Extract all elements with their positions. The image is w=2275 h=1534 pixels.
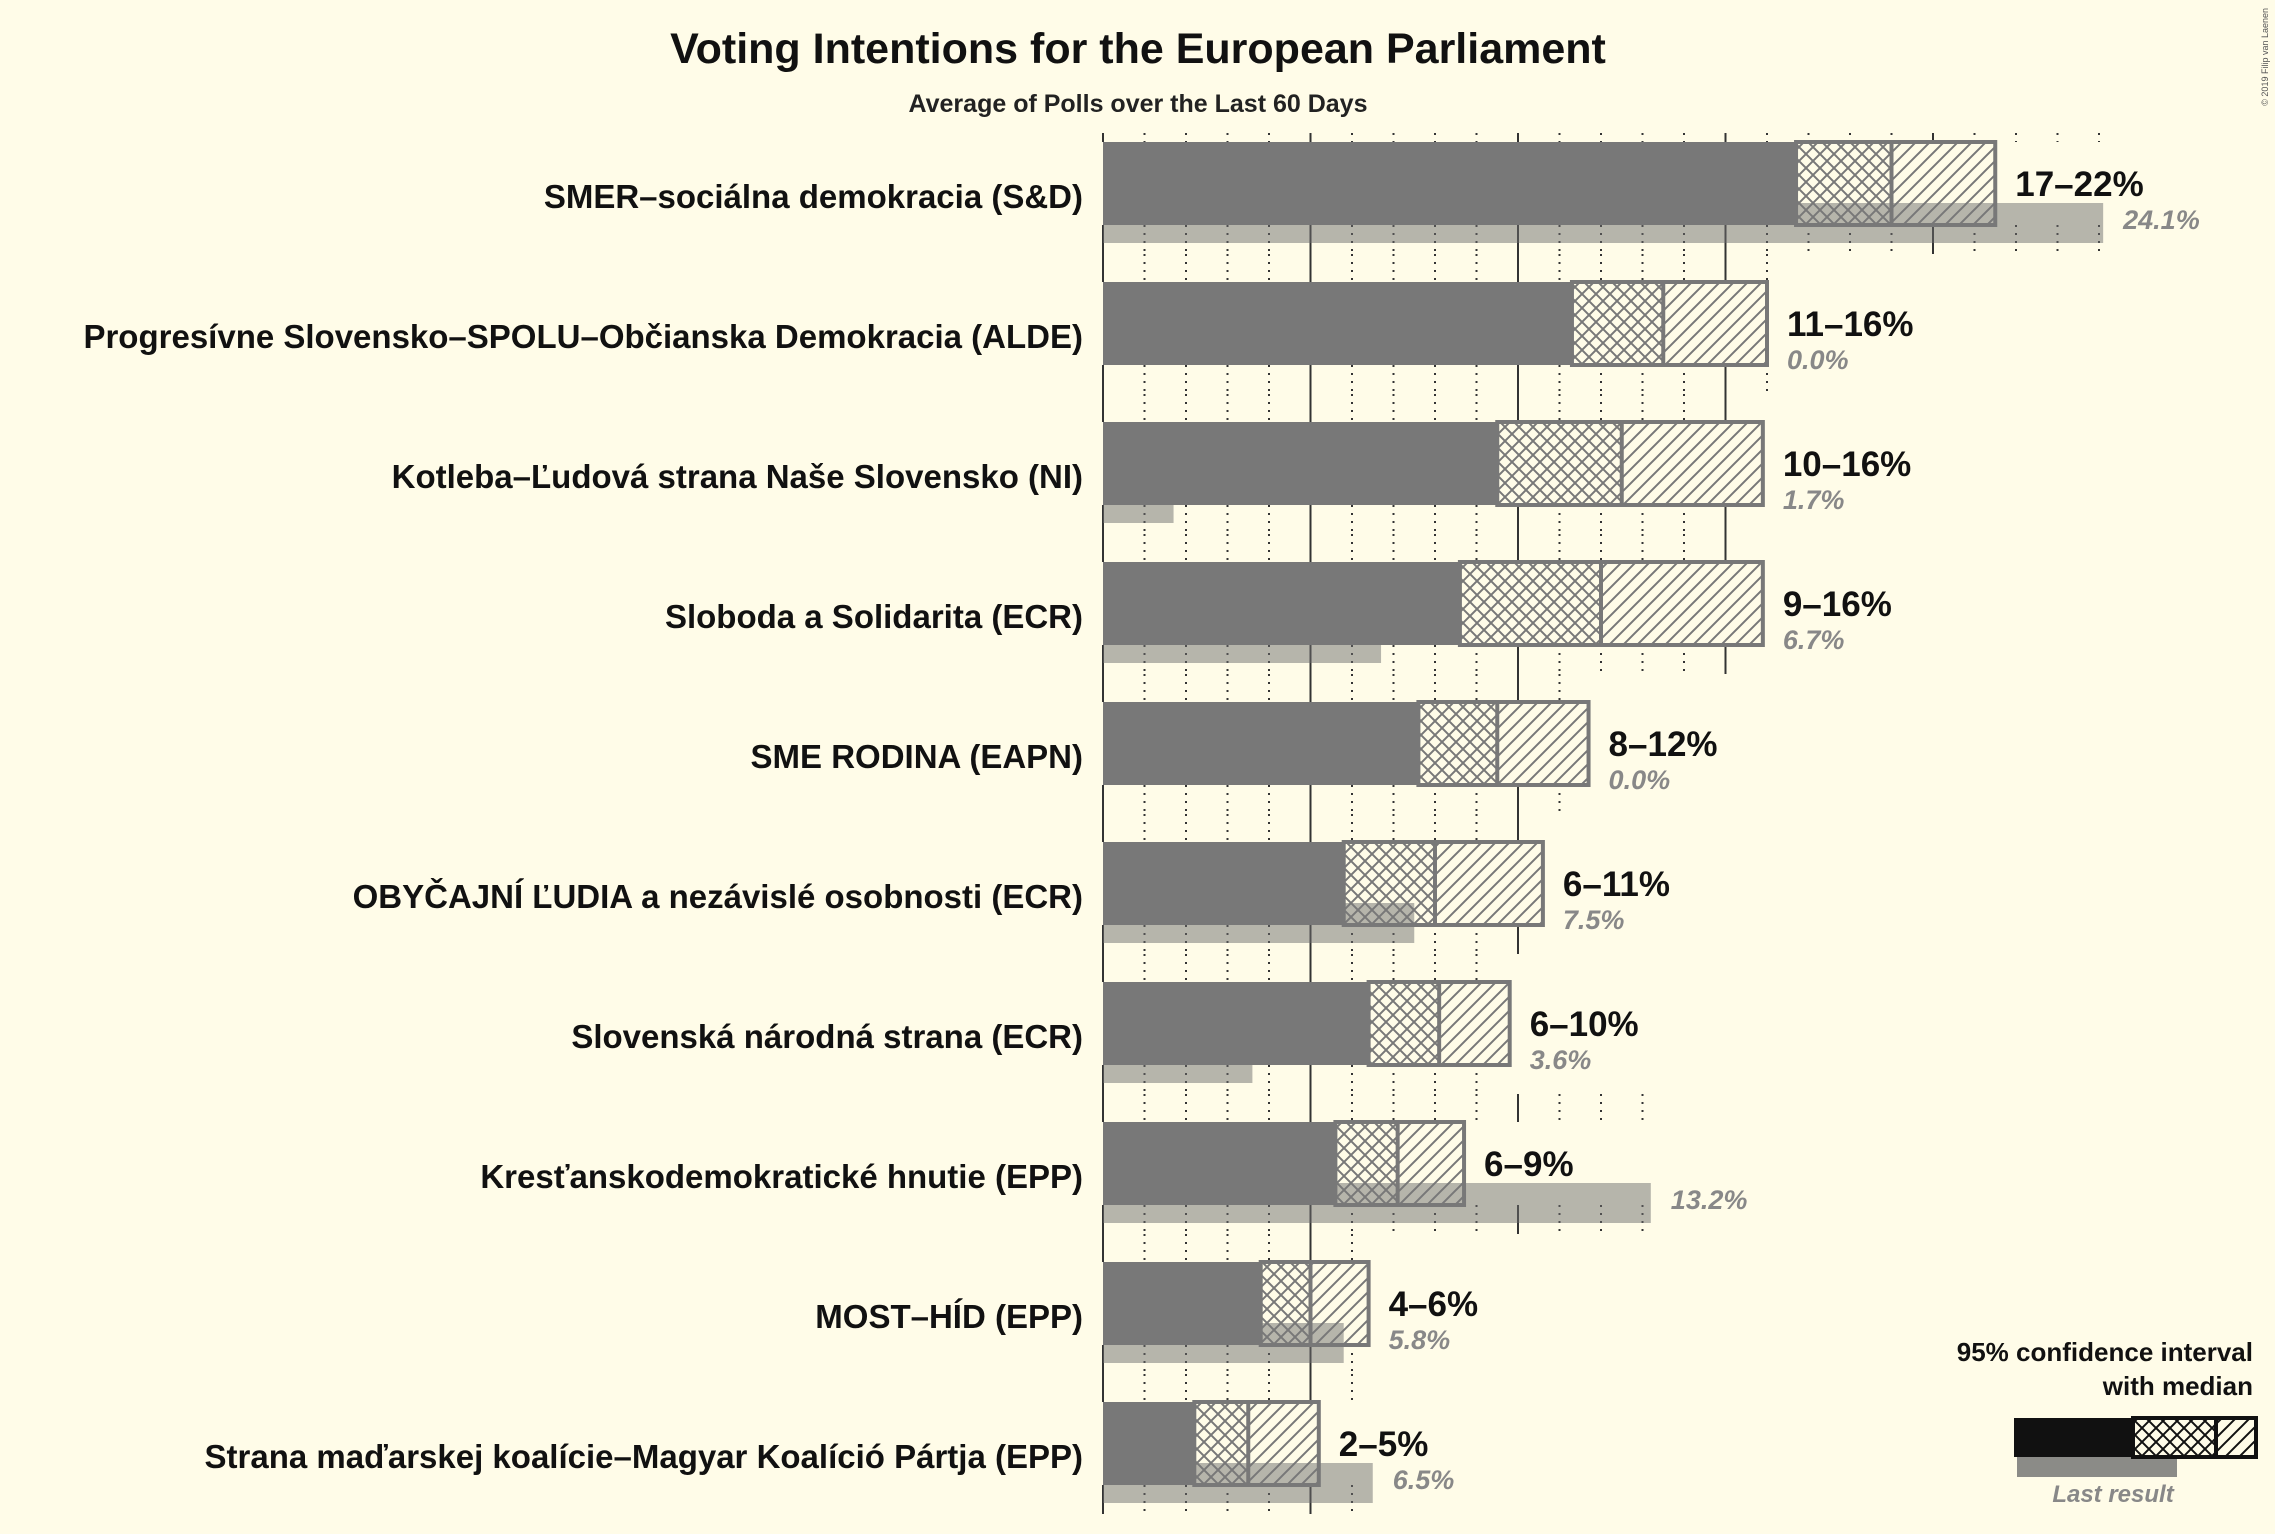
ci-range-label: 11–16% xyxy=(1787,305,1914,344)
ci-range-label: 10–16% xyxy=(1783,445,1911,484)
ci-upper-half-hatch xyxy=(1621,422,1763,505)
chart-subtitle: Average of Polls over the Last 60 Days xyxy=(909,90,1368,118)
ci-lower-bound-bar xyxy=(1103,562,1460,645)
ci-upper-half-hatch xyxy=(1310,1262,1369,1345)
party-label: Slovenská národná strana (ECR) xyxy=(571,1018,1083,1055)
last-result-label: 24.1% xyxy=(2122,205,2200,235)
last-result-label: 6.7% xyxy=(1783,625,1845,655)
confidence-interval-bars xyxy=(1103,140,1998,1487)
chart-title: Voting Intentions for the European Parli… xyxy=(670,25,1606,73)
ci-outline xyxy=(1192,1400,1321,1487)
last-result-label: 0.0% xyxy=(1609,765,1671,795)
ci-range-label: 4–6% xyxy=(1389,1285,1479,1324)
ci-range-label: 17–22% xyxy=(2015,165,2143,204)
ci-upper-half-hatch xyxy=(1439,982,1510,1065)
ci-lower-half-crosshatch xyxy=(1418,702,1498,785)
ci-lower-half-crosshatch xyxy=(1497,422,1622,505)
ci-upper-half-hatch xyxy=(1435,842,1543,925)
ci-lower-bound-bar xyxy=(1103,982,1369,1065)
party-label: Kresťanskodemokratické hnutie (EPP) xyxy=(480,1158,1083,1195)
party-label: OBYČAJNÍ ĽUDIA a nezávislé osobnosti (EC… xyxy=(353,877,1083,915)
ci-lower-half-crosshatch xyxy=(1343,842,1435,925)
ci-outline xyxy=(1333,1120,1467,1207)
ci-lower-bound-bar xyxy=(1103,422,1498,505)
ci-upper-half-hatch xyxy=(1497,702,1589,785)
ci-lower-half-crosshatch xyxy=(1459,562,1601,645)
ci-lower-bound-bar xyxy=(1103,282,1572,365)
last-result-label: 1.7% xyxy=(1783,485,1845,515)
ci-range-label: 6–9% xyxy=(1484,1145,1574,1184)
party-label: SME RODINA (EAPN) xyxy=(751,738,1083,775)
chart-labels: SMER–sociálna demokracia (S&D) 17–22%24.1… xyxy=(83,165,2199,1495)
legend-solid-swatch xyxy=(2014,1418,2133,1457)
ci-lower-bound-bar xyxy=(1103,1262,1261,1345)
ci-outline xyxy=(1569,280,1769,367)
ci-lower-bound-bar xyxy=(1103,1122,1336,1205)
ci-range-label: 6–10% xyxy=(1530,1005,1639,1044)
ci-outline xyxy=(1457,560,1765,647)
ci-lower-bound-bar xyxy=(1103,702,1419,785)
party-label: SMER–sociálna demokracia (S&D) xyxy=(544,178,1083,215)
ci-range-label: 8–12% xyxy=(1609,725,1718,764)
ci-upper-half-hatch xyxy=(1397,1122,1465,1205)
ci-outline xyxy=(1258,1260,1371,1347)
ci-lower-half-crosshatch xyxy=(1571,282,1664,365)
last-result-label: 7.5% xyxy=(1563,905,1625,935)
party-label: MOST–HÍD (EPP) xyxy=(815,1298,1083,1335)
ci-upper-half-hatch xyxy=(1663,282,1767,365)
legend-crosshatch-swatch xyxy=(2133,1418,2216,1457)
ci-lower-half-crosshatch xyxy=(1194,1402,1249,1485)
ci-outline xyxy=(1794,140,1998,227)
ci-lower-half-crosshatch xyxy=(1368,982,1440,1065)
last-result-label: 5.8% xyxy=(1389,1325,1451,1355)
legend-ci-outline xyxy=(2131,1416,2258,1459)
ci-lower-bound-bar xyxy=(1103,142,1797,225)
copyright-notice: © 2019 Filip van Laenen xyxy=(2260,8,2270,106)
ci-outline xyxy=(1495,420,1765,507)
party-label: Sloboda a Solidarita (ECR) xyxy=(665,598,1083,635)
last-result-label: 0.0% xyxy=(1787,345,1849,375)
ci-outline xyxy=(1366,980,1512,1067)
ci-upper-half-hatch xyxy=(1601,562,1763,645)
ci-lower-bound-bar xyxy=(1103,842,1344,925)
ci-lower-bound-bar xyxy=(1103,1402,1195,1485)
legend-last-result-swatch xyxy=(2017,1457,2177,1477)
party-label: Strana maďarskej koalície–Magyar Koalíci… xyxy=(205,1438,1083,1475)
last-result-label: 3.6% xyxy=(1530,1045,1592,1075)
ci-range-label: 6–11% xyxy=(1563,865,1670,904)
party-label: Progresívne Slovensko–SPOLU–Občianska De… xyxy=(83,318,1083,355)
ci-outline xyxy=(1341,840,1545,927)
last-result-label: 13.2% xyxy=(1671,1185,1748,1215)
ci-lower-half-crosshatch xyxy=(1796,142,1892,225)
legend-ci-label: 95% confidence interval xyxy=(1957,1337,2253,1367)
ci-upper-half-hatch xyxy=(1891,142,1996,225)
legend: 95% confidence interval with median Last… xyxy=(1957,1337,2258,1508)
legend-last-result-label: Last result xyxy=(2052,1481,2174,1508)
ci-upper-half-hatch xyxy=(1248,1402,1319,1485)
ci-outline xyxy=(1416,700,1591,787)
party-label: Kotleba–Ľudová strana Naše Slovensko (NI… xyxy=(392,458,1083,495)
ci-range-label: 2–5% xyxy=(1339,1425,1429,1464)
legend-median-label: with median xyxy=(2102,1371,2253,1401)
ci-range-label: 9–16% xyxy=(1783,585,1892,624)
last-result-label: 6.5% xyxy=(1393,1465,1455,1495)
legend-hatch-swatch xyxy=(2216,1418,2256,1457)
ci-lower-half-crosshatch xyxy=(1335,1122,1398,1205)
ci-lower-half-crosshatch xyxy=(1260,1262,1311,1345)
